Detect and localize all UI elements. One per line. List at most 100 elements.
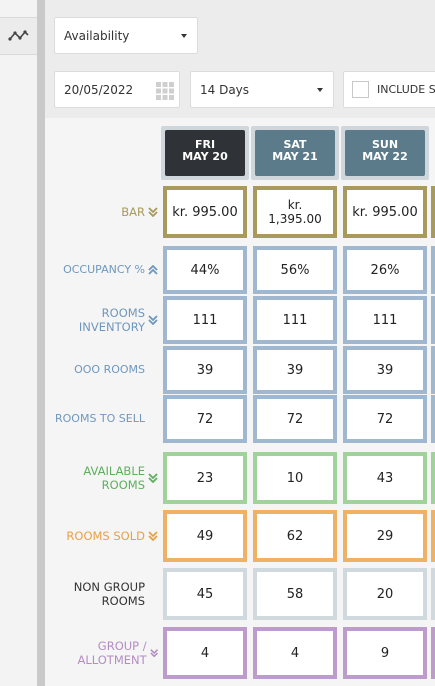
row-label: ROOMS INVENTORY [45,296,158,344]
trend-chart-button[interactable] [0,17,37,55]
data-cell[interactable]: kr. 995.00 [163,186,247,238]
row-label: GROUP / ALLOTMENT [45,627,158,679]
cell-value: 111 [282,312,308,328]
data-cell[interactable]: 10 [253,452,337,504]
cell-value: 44% [190,262,220,278]
data-cell[interactable]: 45 [163,568,247,620]
cell-value: kr. 995.00 [352,204,418,220]
data-cell-partial [431,510,435,562]
cell-value: 49 [196,528,214,544]
cell-value: 111 [192,312,218,328]
caret-down-icon [317,87,323,92]
start-date-field[interactable]: 20/05/2022 [54,71,180,108]
day-header[interactable]: SAT MAY 21 [255,130,335,176]
row-label: OOO ROOMS [45,346,145,394]
data-cell[interactable]: 72 [343,395,427,443]
cell-value: 58 [286,586,304,602]
cell-value: 72 [196,411,214,427]
cell-value: 43 [376,470,394,486]
cell-value: 29 [376,528,394,544]
row-label-text: BAR [121,205,145,219]
row-label-text: ROOMS TO SELL [55,412,145,425]
row-label-text: ROOMS INVENTORY [78,306,145,334]
include-special-toggle[interactable]: INCLUDE SPECIAL [343,71,435,108]
day-header[interactable]: FRI MAY 20 [165,130,245,176]
data-cell-partial [431,568,435,620]
data-cell[interactable]: 29 [343,510,427,562]
data-cell[interactable]: 72 [163,395,247,443]
range-select[interactable]: 14 Days [190,71,334,108]
day-header[interactable]: SUN MAY 22 [345,130,425,176]
data-cell[interactable]: 9 [343,627,427,679]
data-cell[interactable]: 4 [253,627,337,679]
row-label-text: OCCUPANCY % [63,263,145,276]
double-chevron-down-icon[interactable] [148,315,158,325]
double-chevron-down-icon[interactable] [148,531,158,541]
cell-value: 72 [286,411,304,427]
cell-value: 45 [196,586,214,602]
data-cell[interactable]: 20 [343,568,427,620]
view-select[interactable]: Availability [54,17,198,54]
data-cell-partial [431,452,435,504]
cell-value: 39 [196,362,214,378]
cell-value: 39 [286,362,304,378]
day-header-weekday: FRI [194,138,216,151]
data-cell-partial [431,346,435,394]
row-label: ROOMS SOLD [45,510,158,562]
cell-value: 9 [380,645,390,661]
view-select-value: Availability [64,28,130,43]
range-select-value: 14 Days [200,82,250,97]
double-chevron-up-icon[interactable] [148,265,158,275]
data-cell[interactable]: 26% [343,246,427,294]
cell-value: 62 [286,528,304,544]
row-label-text: NON GROUP ROOMS [73,580,145,608]
data-cell[interactable]: 23 [163,452,247,504]
cell-value: kr. 1,395.00 [268,198,322,226]
row-label: NON GROUP ROOMS [45,568,145,620]
cell-value: 23 [196,470,214,486]
data-cell-partial [431,627,435,679]
data-cell[interactable]: 111 [163,296,247,344]
line-chart-icon [7,30,29,41]
data-cell-partial [431,296,435,344]
data-cell-partial [431,186,435,238]
data-cell-partial [431,246,435,294]
calendar-icon[interactable] [156,82,174,100]
row-label-text: ROOMS SOLD [66,529,145,543]
row-label: ROOMS TO SELL [45,395,145,443]
row-label: OCCUPANCY % [45,246,158,294]
cell-value: kr. 995.00 [172,204,238,220]
cell-value: 4 [200,645,210,661]
data-cell[interactable]: 111 [253,296,337,344]
row-label-text: AVAILABLE ROOMS [83,464,145,492]
data-cell[interactable]: kr. 1,395.00 [253,186,337,238]
data-cell[interactable]: 44% [163,246,247,294]
row-label: AVAILABLE ROOMS [45,452,158,504]
data-cell[interactable]: 43 [343,452,427,504]
data-cell[interactable]: 56% [253,246,337,294]
cell-value: 111 [372,312,398,328]
double-chevron-down-icon[interactable] [148,207,158,217]
cell-value: 56% [280,262,310,278]
cell-value: 10 [286,470,304,486]
data-cell[interactable]: 58 [253,568,337,620]
double-chevron-down-icon[interactable] [149,648,158,658]
data-cell[interactable]: 72 [253,395,337,443]
left-toolbar [0,0,37,686]
data-cell[interactable]: 4 [163,627,247,679]
data-cell[interactable]: 39 [163,346,247,394]
double-chevron-down-icon[interactable] [148,473,158,483]
day-header-date: MAY 20 [182,150,228,163]
data-cell[interactable]: 62 [253,510,337,562]
include-checkbox[interactable] [352,81,369,98]
cell-value: 20 [376,586,394,602]
availability-panel: Availability 20/05/2022 14 Days INCLUDE … [45,0,435,686]
data-cell[interactable]: kr. 995.00 [343,186,427,238]
data-cell[interactable]: 49 [163,510,247,562]
data-cell[interactable]: 39 [253,346,337,394]
data-cell[interactable]: 111 [343,296,427,344]
cell-value: 72 [376,411,394,427]
panel-divider [37,0,45,686]
include-label: INCLUDE SPECIAL [377,83,435,96]
data-cell[interactable]: 39 [343,346,427,394]
